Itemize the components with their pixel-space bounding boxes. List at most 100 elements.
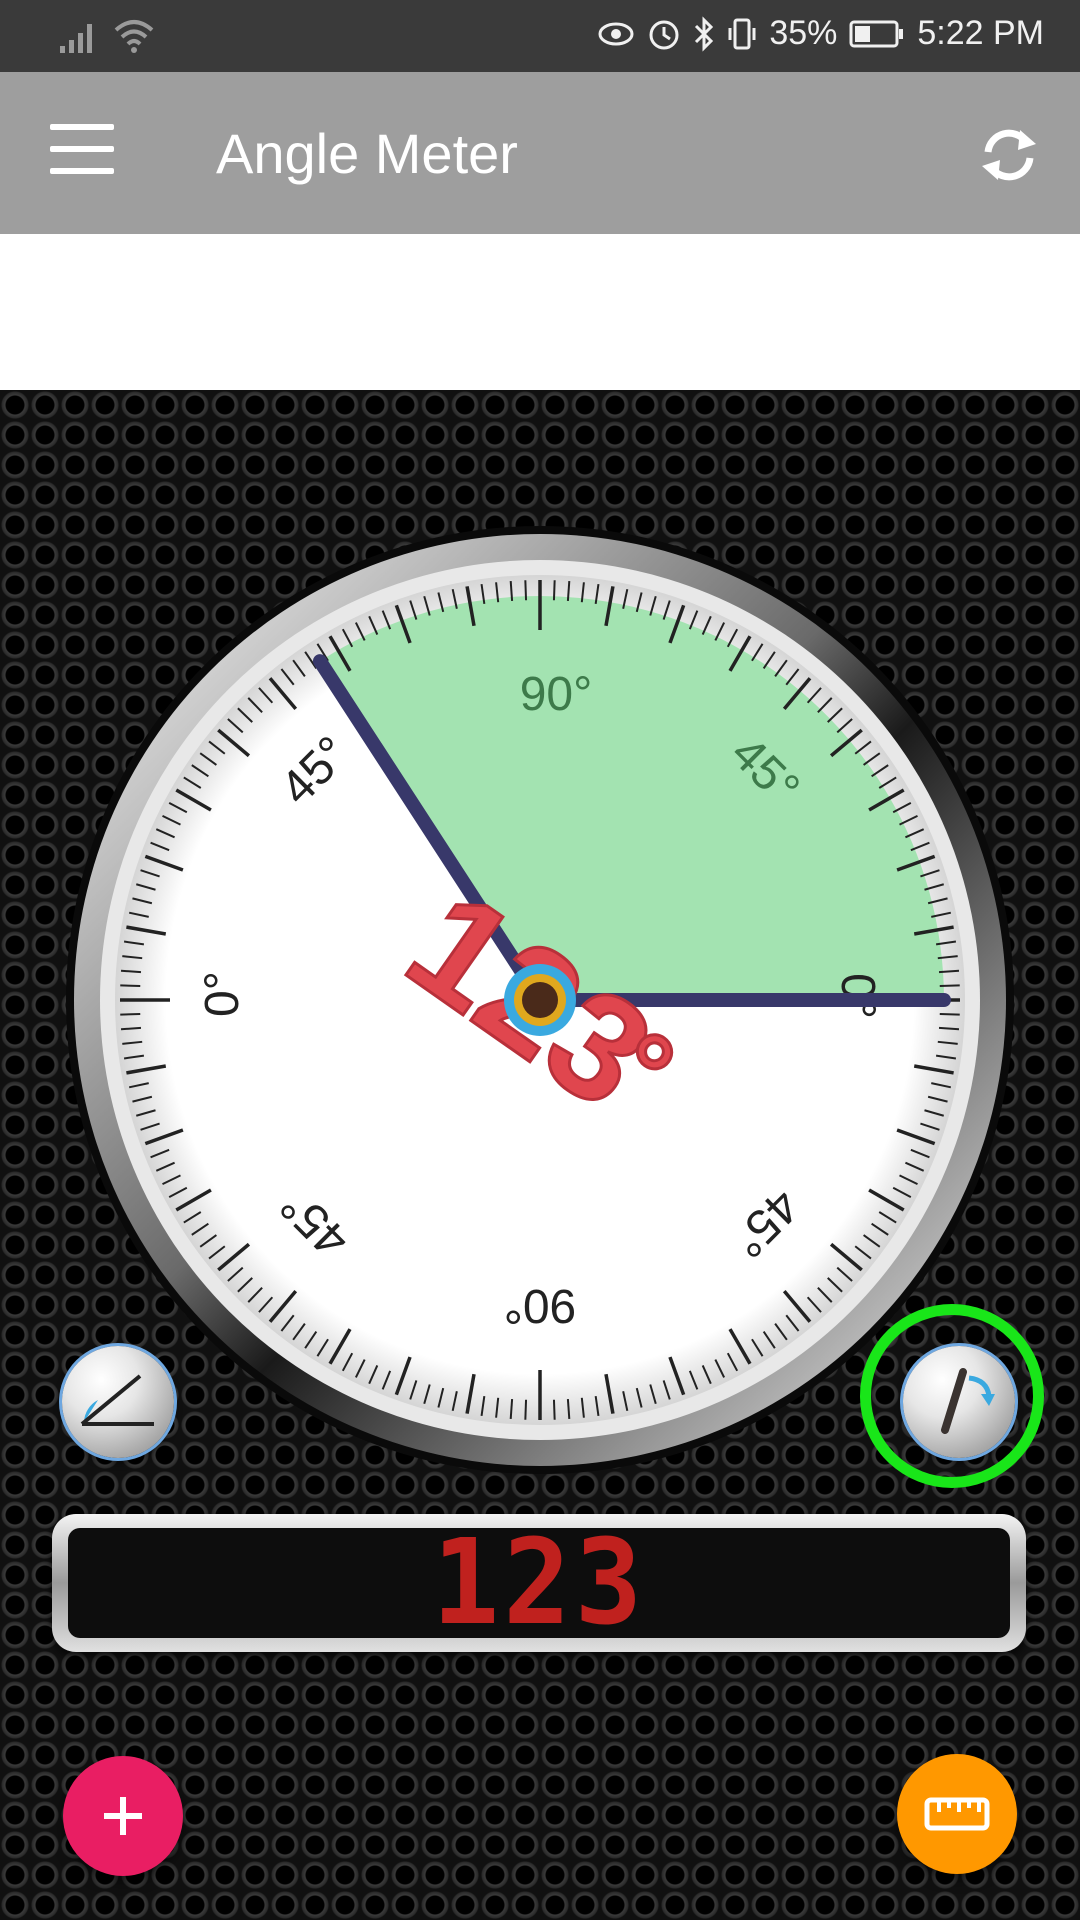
gauge-tick bbox=[871, 764, 889, 778]
gauge-tick bbox=[817, 697, 833, 713]
gauge-tick bbox=[368, 615, 379, 635]
gauge-tick bbox=[604, 586, 615, 627]
gauge-tick bbox=[208, 740, 226, 755]
gauge-tick bbox=[863, 1234, 881, 1248]
rotate-button[interactable] bbox=[903, 1346, 1015, 1458]
gauge-tick bbox=[150, 1148, 170, 1159]
gauge-tick bbox=[594, 1395, 600, 1417]
menu-button[interactable] bbox=[50, 124, 114, 182]
gauge-tick bbox=[495, 1397, 500, 1418]
gauge-tick bbox=[854, 740, 872, 755]
gauge-tick bbox=[120, 1012, 141, 1016]
gauge-tick bbox=[451, 1391, 458, 1412]
gauge-tick bbox=[927, 897, 948, 905]
gauge-tick bbox=[920, 1122, 940, 1131]
gauge-tick bbox=[304, 651, 318, 669]
gauge-tick bbox=[465, 586, 476, 627]
gauge-tick bbox=[316, 643, 329, 662]
gauge-tick bbox=[162, 1174, 181, 1186]
gauge-tick bbox=[247, 697, 263, 713]
gauge-tick bbox=[688, 610, 699, 630]
needle-moving bbox=[312, 654, 547, 1007]
gauge-tick bbox=[122, 955, 143, 960]
gauge-tick bbox=[495, 582, 500, 603]
add-button[interactable] bbox=[63, 1756, 183, 1876]
gauge-tick bbox=[122, 1040, 143, 1045]
gauge-tick bbox=[774, 1323, 788, 1341]
pivot-center bbox=[522, 982, 558, 1018]
gauge-tick bbox=[123, 940, 145, 946]
vibrate-icon bbox=[727, 16, 757, 52]
gauge-tick bbox=[126, 925, 167, 936]
gauge-tick bbox=[394, 604, 412, 644]
gauge-tick bbox=[144, 854, 184, 872]
gauge-tick bbox=[183, 776, 202, 789]
gauge-tick bbox=[817, 1287, 833, 1303]
gauge-tick bbox=[304, 1331, 318, 1349]
status-time: 5:22 PM bbox=[917, 14, 1044, 52]
angle-icon bbox=[80, 1374, 154, 1426]
ruler-button[interactable] bbox=[897, 1754, 1017, 1874]
gauge-tick bbox=[785, 668, 800, 686]
scale-label-left: 0° bbox=[196, 971, 249, 1017]
gauge-tick bbox=[208, 1245, 226, 1260]
gauge-tick bbox=[868, 788, 905, 812]
gauge-tick bbox=[120, 984, 141, 988]
gauge-tick bbox=[931, 911, 952, 918]
gauge-tick bbox=[726, 1352, 739, 1372]
gauge-tick bbox=[247, 1287, 263, 1303]
angle-mode-button[interactable] bbox=[62, 1346, 174, 1458]
scale-label-bottom: 90° bbox=[504, 1279, 577, 1332]
gauge-tick bbox=[292, 659, 306, 677]
gauge-tick bbox=[774, 659, 788, 677]
gauge-tick bbox=[662, 1380, 671, 1400]
gauge-tick bbox=[935, 1054, 957, 1060]
gauge-tick bbox=[896, 854, 936, 872]
gauge-tick bbox=[128, 911, 149, 918]
gauge-tick bbox=[604, 1373, 615, 1414]
refresh-button[interactable] bbox=[974, 120, 1044, 190]
bluetooth-icon bbox=[693, 15, 715, 52]
gauge-tick bbox=[368, 1365, 379, 1385]
signal-icon bbox=[58, 20, 98, 59]
gauge-tick bbox=[910, 1148, 930, 1159]
gauge-tick bbox=[437, 1387, 445, 1408]
gauge-tick bbox=[140, 1122, 160, 1131]
gauge-tick bbox=[341, 1352, 354, 1372]
gauge-tick bbox=[668, 1356, 686, 1396]
gauge-tick bbox=[354, 622, 366, 641]
gauge-tick bbox=[762, 651, 776, 669]
gauge-tick bbox=[328, 1328, 352, 1365]
plus-icon bbox=[104, 1797, 142, 1835]
gauge-tick bbox=[566, 580, 571, 602]
gauge-tick bbox=[168, 1186, 188, 1199]
gauge-tick bbox=[409, 1380, 418, 1400]
gauge-tick bbox=[292, 1323, 306, 1341]
gauge-tick bbox=[782, 677, 812, 711]
gauge-ticks bbox=[120, 580, 960, 1420]
gauge-tick bbox=[899, 814, 918, 826]
gauge-tick bbox=[144, 1128, 184, 1146]
gauge-tick bbox=[728, 635, 752, 672]
gauge-tick bbox=[227, 1266, 244, 1282]
gauge-tick bbox=[227, 718, 244, 734]
gauge-tick bbox=[937, 955, 958, 960]
gauge-tick bbox=[937, 1040, 958, 1045]
gauge-tick bbox=[649, 1384, 657, 1405]
gauge-tick bbox=[829, 1242, 863, 1272]
gauge-tick bbox=[863, 752, 881, 766]
gauge-tick bbox=[120, 969, 142, 974]
gauge-tick bbox=[905, 828, 925, 839]
gauge-tick bbox=[827, 707, 843, 723]
gauge-tick bbox=[668, 604, 686, 644]
gauge-tick bbox=[751, 1338, 764, 1357]
gauge-tick bbox=[594, 583, 600, 605]
gauge-tick bbox=[237, 1277, 253, 1293]
gauge-tick bbox=[123, 1054, 145, 1060]
gauge-tick bbox=[622, 588, 629, 609]
gauge-tick bbox=[924, 883, 945, 891]
gauge-tick bbox=[135, 1109, 156, 1117]
gauge-tick bbox=[896, 1128, 936, 1146]
gauge-tick bbox=[913, 1064, 954, 1075]
scale-label-top: 90° bbox=[520, 668, 593, 721]
